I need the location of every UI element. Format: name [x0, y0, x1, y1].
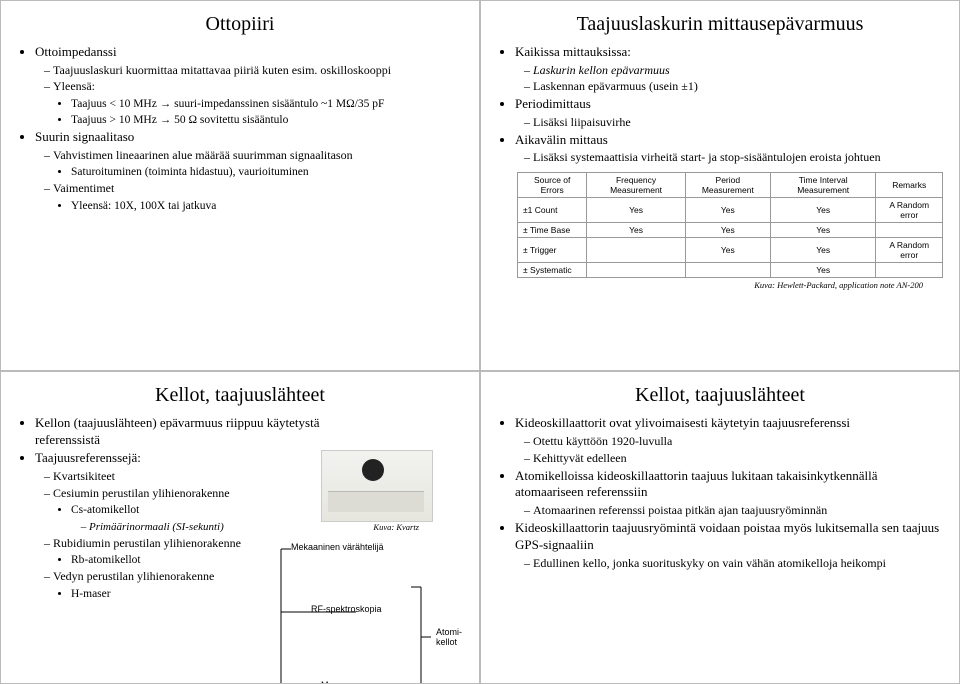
table-cell — [587, 238, 685, 263]
bullet: Vaimentimet — [53, 181, 463, 197]
table-row: ± Systematic Yes — [518, 263, 943, 278]
diagram-label: Mekaaninen värähtelijä — [291, 542, 384, 552]
table-cell: Yes — [770, 223, 875, 238]
bullet: Otettu käyttöön 1920-luvulla — [533, 434, 943, 450]
bullet: Taajuuslaskuri kuormittaa mitattavaa pii… — [53, 63, 463, 79]
bullet: Lisäksi liipaisuvirhe — [533, 115, 943, 131]
bullet: Saturoituminen (toiminta hidastuu), vaur… — [71, 165, 463, 180]
table-cell: A Random error — [876, 238, 943, 263]
table-cell — [685, 263, 770, 278]
bullet: Lisäksi systemaattisia virheitä start- j… — [533, 150, 943, 166]
table-cell — [587, 263, 685, 278]
bullet: Taajuus < 10 MHz → suuri-impedanssinen s… — [71, 97, 463, 112]
bullet: Edullinen kello, jonka suorituskyky on v… — [533, 556, 943, 572]
table-cell: A Random error — [876, 198, 943, 223]
bullet: Suurin signaalitaso — [35, 129, 463, 146]
bullet: Yleensä: — [53, 79, 463, 95]
table-cell: Yes — [685, 223, 770, 238]
table-header: Period Measurement — [685, 173, 770, 198]
bullet: Primäärinormaali (SI-sekunti) — [89, 520, 335, 534]
slide-kellot-1: Kellot, taajuuslähteet Kuva: Kvartz Kell… — [0, 371, 480, 684]
bullet: Periodimittaus — [515, 96, 943, 113]
bullet-list: Ottoimpedanssi Taajuuslaskuri kuormittaa… — [17, 44, 463, 214]
table-cell: Yes — [587, 223, 685, 238]
errors-table: Source of ErrorsFrequency MeasurementPer… — [517, 172, 943, 278]
bullet: Atomaarinen referenssi poistaa pitkän aj… — [533, 503, 943, 519]
image-caption: Kuva: Kvartz — [373, 522, 419, 532]
bullet: Kideoskillaattorit ovat ylivoimaisesti k… — [515, 415, 943, 432]
bullet: Cs-atomikellot — [71, 503, 335, 518]
bullet: Laskurin kellon epävarmuus — [533, 63, 943, 79]
bullet: Yleensä: 10X, 100X tai jatkuva — [71, 199, 463, 214]
slide-kellot-2: Kellot, taajuuslähteet Kideoskillaattori… — [480, 371, 960, 684]
bullet-list: Kideoskillaattorit ovat ylivoimaisesti k… — [497, 415, 943, 571]
table-cell: Yes — [770, 263, 875, 278]
table-cell — [876, 263, 943, 278]
bullet: Taajuus > 10 MHz → 50 Ω sovitettu sisään… — [71, 113, 463, 128]
table-cell — [876, 223, 943, 238]
slide-ottopiiri: Ottopiiri Ottoimpedanssi Taajuuslaskuri … — [0, 0, 480, 371]
table-cell: Yes — [685, 198, 770, 223]
bullet: Kaikissa mittauksissa: — [515, 44, 943, 61]
table-cell: ± Trigger — [518, 238, 587, 263]
table-row: ± Time BaseYesYesYes — [518, 223, 943, 238]
table-caption: Kuva: Hewlett-Packard, application note … — [497, 280, 923, 290]
table-cell: ± Systematic — [518, 263, 587, 278]
bullet: Vahvistimen lineaarinen alue määrää suur… — [53, 148, 463, 164]
slide-title: Kellot, taajuuslähteet — [17, 384, 463, 407]
table-row: ±1 CountYesYesYesA Random error — [518, 198, 943, 223]
table-cell: Yes — [587, 198, 685, 223]
table-header: Source of Errors — [518, 173, 587, 198]
table-cell: Yes — [685, 238, 770, 263]
device-image — [321, 450, 433, 522]
bullet: Aikavälin mittaus — [515, 132, 943, 149]
table-cell: Yes — [770, 238, 875, 263]
bullet: Kvartsikiteet — [53, 469, 335, 485]
bullet: Kideoskillaattorin taajuusryömintä voida… — [515, 520, 943, 554]
bullet-list: Kaikissa mittauksissa: Laskurin kellon e… — [497, 44, 943, 166]
diagram-label: RF-spektroskopia — [311, 604, 382, 614]
bullet: Taajuusreferenssejä: — [35, 450, 335, 467]
diagram-label: Atomi- kellot — [436, 627, 462, 647]
table-row: ± TriggerYesYesA Random error — [518, 238, 943, 263]
bullet: Cesiumin perustilan ylihienorakenne — [53, 486, 335, 502]
table-header: Time Interval Measurement — [770, 173, 875, 198]
bullet: Kehittyvät edelleen — [533, 451, 943, 467]
table-header: Frequency Measurement — [587, 173, 685, 198]
table-cell: ±1 Count — [518, 198, 587, 223]
bullet: Atomikelloissa kideoskillaattorin taajuu… — [515, 468, 943, 502]
slide-title: Taajuuslaskurin mittausepävarmuus — [497, 13, 943, 36]
bullet: Laskennan epävarmuus (usein ±1) — [533, 79, 943, 95]
slide-title: Ottopiiri — [17, 13, 463, 36]
slide-title: Kellot, taajuuslähteet — [497, 384, 943, 407]
table-cell: Yes — [770, 198, 875, 223]
table-cell: ± Time Base — [518, 223, 587, 238]
table-header: Remarks — [876, 173, 943, 198]
bullet: Ottoimpedanssi — [35, 44, 463, 61]
bullet: Kellon (taajuuslähteen) epävarmuus riipp… — [35, 415, 335, 449]
slide-mittausepavarmuus: Taajuuslaskurin mittausepävarmuus Kaikis… — [480, 0, 960, 371]
diagram-label: Maser — [321, 680, 346, 684]
